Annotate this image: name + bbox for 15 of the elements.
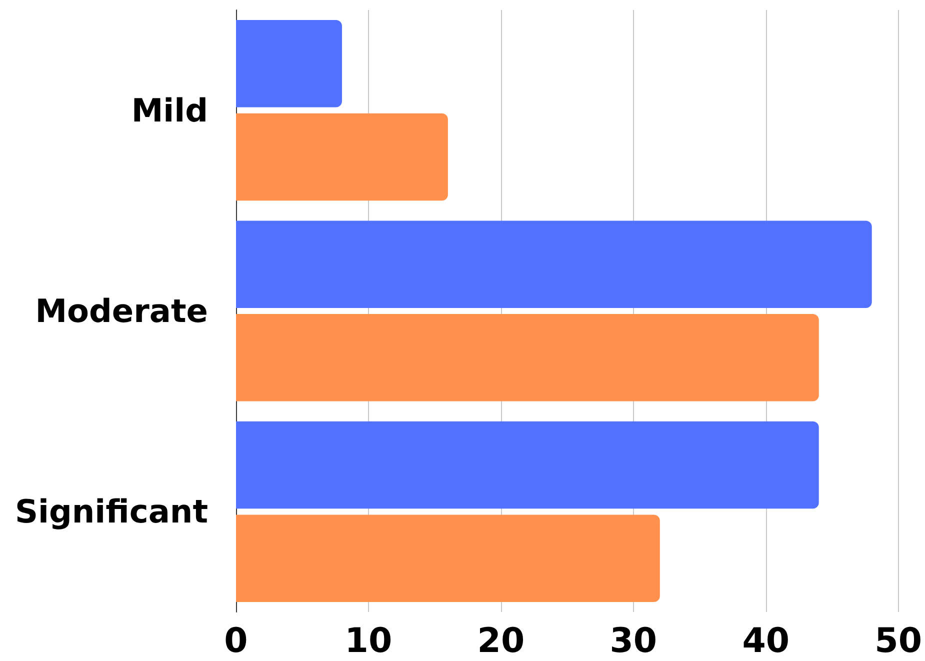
- x-tick-label: 30: [610, 621, 658, 661]
- x-tick-label: 40: [742, 621, 790, 661]
- bar: [236, 220, 872, 308]
- bar: [236, 113, 448, 201]
- x-tick-label: 20: [477, 621, 525, 661]
- x-tick-label: 10: [344, 621, 392, 661]
- bar: [236, 314, 819, 402]
- bar: [236, 421, 819, 509]
- y-tick-label: Mild: [131, 91, 208, 130]
- x-tick-label: 50: [874, 621, 922, 661]
- y-tick-label: Moderate: [35, 292, 208, 330]
- y-tick-label: Significant: [14, 492, 208, 531]
- bar: [236, 20, 342, 108]
- bar: [236, 514, 660, 602]
- x-tick-label: 0: [224, 621, 248, 661]
